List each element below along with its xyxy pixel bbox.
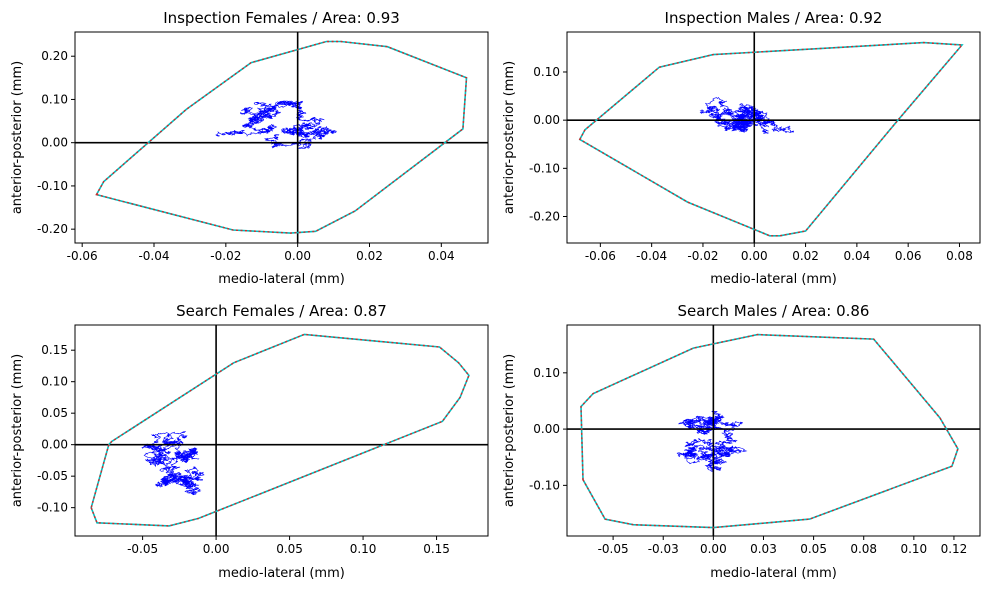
x-tick-label: -0.05: [598, 542, 629, 556]
plot-area: [75, 325, 488, 536]
trajectory-line: [215, 100, 337, 150]
y-axis-label: anterior-posterior (mm): [502, 354, 517, 507]
subplot-inspection-males: Inspection Males / Area: 0.92 -0.06 -0.04…: [502, 9, 981, 287]
x-tick-label: 0.10: [350, 542, 377, 556]
y-tick-label: -0.05: [37, 469, 68, 483]
tick-layer: -0.06 -0.04 -0.02 0.00 0.02 0.04 -0.20 -0.10 0.0…: [37, 49, 455, 263]
tick-layer: -0.05 -0.03 0.00 0.03 0.05 0.08 0.10 0.12 -0.10 0…: [529, 366, 967, 556]
axes-frame: [566, 31, 981, 244]
convex-hull-dashed: [90, 333, 470, 527]
y-tick-label: 0.00: [533, 113, 560, 127]
subplot-title: Inspection Females / Area: 0.93: [163, 9, 400, 27]
x-tick-label: 0.00: [203, 542, 230, 556]
y-tick-label: 0.05: [41, 406, 68, 420]
tick-layer: -0.05 0.00 0.05 0.10 0.15 -0.10 -0.05 0.00 0.05 0…: [37, 343, 450, 556]
y-tick-label: 0.10: [41, 375, 68, 389]
x-tick-label: 0.15: [423, 542, 450, 556]
convex-hull-outline: [90, 333, 470, 527]
y-tick-label: 0.00: [533, 422, 560, 436]
subplot-title: Inspection Males / Area: 0.92: [665, 9, 883, 27]
x-tick-label: 0.02: [792, 249, 819, 263]
x-tick-label: -0.02: [687, 249, 718, 263]
x-tick-label: 0.08: [850, 542, 877, 556]
trajectory-line: [699, 96, 794, 134]
y-axis-label: anterior-posterior (mm): [10, 354, 25, 507]
subplot-inspection-females: Inspection Females / Area: 0.93 -0.06 -0.…: [10, 9, 489, 287]
x-tick-label: 0.12: [941, 542, 968, 556]
x-tick-label: 0.03: [750, 542, 777, 556]
x-tick-label: -0.05: [127, 542, 158, 556]
y-axis-label: anterior-posterior (mm): [10, 61, 25, 214]
x-tick-label: 0.04: [428, 249, 455, 263]
x-axis-label: medio-lateral (mm): [218, 272, 345, 287]
x-tick-label: -0.06: [585, 249, 616, 263]
x-tick-label: -0.04: [636, 249, 667, 263]
y-axis-label: anterior-posterior (mm): [502, 61, 517, 214]
x-tick-label: -0.03: [648, 542, 679, 556]
axes-frame: [566, 324, 981, 537]
convex-hull-dashed: [580, 333, 959, 529]
axes-frame: [74, 324, 489, 537]
convex-hull-outline: [578, 41, 964, 237]
x-axis-label: medio-lateral (mm): [710, 566, 837, 581]
x-tick-label: 0.05: [800, 542, 827, 556]
x-tick-label: 0.08: [946, 249, 973, 263]
x-axis-label: medio-lateral (mm): [218, 566, 345, 581]
x-tick-label: 0.00: [284, 249, 311, 263]
convex-hull-outline: [580, 333, 959, 529]
y-tick-label: 0.00: [41, 438, 68, 452]
axes-frame: [74, 31, 489, 244]
convex-hull-outline: [95, 40, 468, 234]
y-tick-label: -0.20: [529, 210, 560, 224]
subplot-search-females: Search Females / Area: 0.87 -0.05 0.00 0.0…: [10, 302, 489, 581]
x-tick-label: -0.04: [138, 249, 169, 263]
subplot-title: Search Females / Area: 0.87: [176, 302, 387, 320]
y-tick-label: 0.15: [41, 343, 68, 357]
x-tick-label: 0.00: [700, 542, 727, 556]
y-tick-label: 0.20: [41, 49, 68, 63]
x-tick-label: 0.02: [356, 249, 383, 263]
convex-hull-dashed: [578, 41, 964, 237]
x-tick-label: 0.00: [741, 249, 768, 263]
trajectory-line: [141, 431, 205, 496]
y-tick-label: -0.10: [37, 179, 68, 193]
x-tick-label: 0.04: [844, 249, 871, 263]
y-tick-label: -0.10: [529, 161, 560, 175]
subplot-search-males: Search Males / Area: 0.86 -0.05 -0.03 0.00…: [502, 302, 981, 581]
y-tick-label: -0.20: [37, 222, 68, 236]
y-tick-label: -0.10: [529, 478, 560, 492]
y-tick-label: 0.10: [533, 65, 560, 79]
trajectory-line: [676, 410, 748, 473]
x-tick-label: 0.10: [900, 542, 927, 556]
x-tick-label: -0.02: [210, 249, 241, 263]
y-tick-label: -0.10: [37, 501, 68, 515]
y-tick-label: 0.00: [41, 136, 68, 150]
tick-layer: -0.06 -0.04 -0.02 0.00 0.02 0.04 0.06 0.08 -0.20…: [529, 65, 973, 263]
convex-hull-dashed: [95, 40, 468, 234]
x-axis-label: medio-lateral (mm): [710, 272, 837, 287]
plot-area: [75, 32, 488, 243]
x-tick-label: 0.06: [895, 249, 922, 263]
plot-area: [567, 32, 980, 243]
y-tick-label: 0.10: [533, 366, 560, 380]
plot-area: [567, 325, 980, 536]
x-tick-label: -0.06: [67, 249, 98, 263]
x-tick-label: 0.05: [276, 542, 303, 556]
y-tick-label: 0.10: [41, 92, 68, 106]
subplot-title: Search Males / Area: 0.86: [678, 302, 870, 320]
